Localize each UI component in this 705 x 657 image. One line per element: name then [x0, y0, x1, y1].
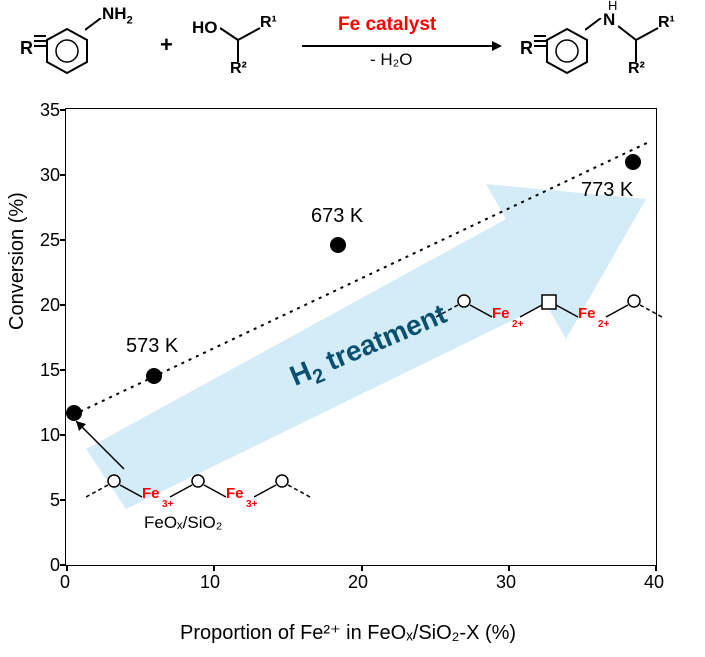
r-label: R [20, 38, 33, 59]
ytick-25: 25 [20, 230, 60, 251]
ytick-0: 0 [20, 555, 60, 576]
ytick-35: 35 [20, 100, 60, 121]
fe3-charge-1: 3+ [162, 499, 173, 510]
xtick-30: 30 [496, 572, 516, 593]
n-label: N [603, 10, 615, 30]
fe3-2: Fe [226, 485, 244, 502]
pt-label-673: 673 K [311, 205, 363, 228]
r-product: R [520, 38, 533, 59]
xtick-40: 40 [644, 572, 664, 593]
data-point-1 [146, 368, 162, 384]
ytick-5: 5 [20, 490, 60, 511]
fe3-charge-2: 3+ [246, 499, 257, 510]
fe2-1: Fe [492, 305, 510, 322]
r2-label-left: R² [230, 60, 247, 78]
nh-bond [585, 18, 605, 32]
fe3-1: Fe [142, 485, 160, 502]
ytick-30: 30 [20, 165, 60, 186]
benzene-ring-left [42, 26, 92, 76]
benzene-ring-right [542, 26, 592, 76]
x-axis-label: Proportion of Fe²⁺ in FeOₓ/SiO₂-X (%) [180, 620, 516, 645]
xtick-20: 20 [348, 572, 368, 593]
conversion-chart: H2 treatment 573 K 673 K 773 K Fe 3+ Fe … [65, 108, 657, 566]
plus-sign: + [160, 32, 173, 58]
data-point-3 [625, 154, 641, 170]
r1-label-right: R¹ [658, 14, 675, 32]
xtick-10: 10 [200, 572, 220, 593]
fe2-charge-2: 2+ [598, 319, 609, 330]
r2-label-right: R² [628, 60, 645, 78]
catalyst-label: Fe catalyst [338, 14, 436, 36]
feox-sio2-label: FeOₓ/SiO₂ [144, 513, 222, 533]
fe2-charge-1: 2+ [512, 319, 523, 330]
xtick-0: 0 [60, 572, 70, 593]
r1-label-left: R¹ [260, 14, 277, 32]
nh2-label: NH2 [102, 4, 133, 26]
ho-label: HO [192, 18, 218, 38]
byproduct-label: - H₂O [370, 50, 412, 70]
ytick-20: 20 [20, 295, 60, 316]
fe2-2: Fe [578, 305, 596, 322]
reaction-scheme: R NH2 + HO R¹ R² Fe catalyst - H₂O R H N… [20, 10, 685, 90]
pt-label-573: 573 K [126, 335, 178, 358]
data-point-0 [66, 405, 82, 421]
ytick-10: 10 [20, 425, 60, 446]
ytick-15: 15 [20, 360, 60, 381]
r-bond-right [534, 28, 546, 54]
pt-label-773: 773 K [581, 179, 633, 202]
r-bond [34, 28, 46, 54]
data-point-2 [330, 237, 346, 253]
